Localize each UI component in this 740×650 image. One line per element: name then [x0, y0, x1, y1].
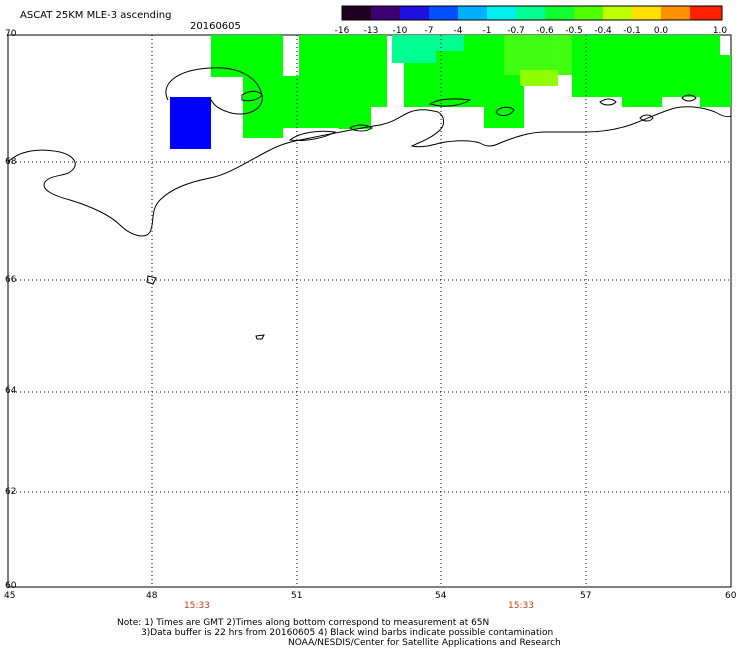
island-1: [146, 275, 157, 285]
lon-label-57: 57: [580, 591, 592, 601]
data-cell: [243, 35, 283, 138]
data-cell: [436, 35, 464, 51]
lon-label-45: 45: [4, 591, 16, 601]
colorbar-seg: [487, 6, 516, 20]
colorbar-seg: [603, 6, 632, 20]
colorbar-seg: [574, 6, 603, 20]
data-cell: [170, 97, 211, 149]
colorbar-label: -13: [363, 26, 379, 36]
grid-lines: [8, 35, 731, 587]
colorbar-seg: [429, 6, 458, 20]
bay-shore: [241, 90, 263, 102]
data-cell: [572, 35, 622, 97]
colorbar-label: 0.0: [653, 26, 669, 36]
island-3: [428, 98, 472, 107]
colorbar-seg: [458, 6, 487, 20]
note-line-3: NOAA/NESDIS/Center for Satellite Applica…: [288, 638, 561, 648]
lat-label-66: 66: [5, 275, 17, 285]
colorbar-seg: [400, 6, 429, 20]
lat-label-68: 68: [5, 157, 17, 167]
map-date: 20160605: [190, 21, 241, 32]
colorbar-seg: [371, 6, 400, 20]
lon-label-54: 54: [435, 591, 447, 601]
colorbar-label: -0.4: [594, 26, 612, 36]
colorbar-label: -16: [334, 26, 350, 36]
small-bay: [288, 130, 337, 141]
data-cell: [622, 35, 662, 107]
colorbar-label: -7: [424, 26, 434, 36]
wind-data-swath: [170, 35, 731, 149]
colorbar-label: -10: [392, 26, 408, 36]
lon-label-60: 60: [725, 591, 737, 601]
data-cell: [339, 35, 387, 107]
map-title: ASCAT 25KM MLE-3 ascending: [20, 10, 172, 21]
island-5: [599, 98, 617, 106]
island-7: [681, 94, 697, 102]
colorbar-seg: [690, 6, 722, 20]
colorbar-label: 1.0: [712, 26, 728, 36]
colorbar-seg: [632, 6, 661, 20]
lat-label-60: 60: [5, 581, 17, 591]
data-cell: [339, 107, 371, 129]
note-line-2: 3)Data buffer is 22 hrs from 20160605 4)…: [141, 628, 554, 638]
data-cell: [504, 35, 572, 75]
data-cell: [211, 35, 243, 77]
data-cell: [283, 76, 299, 128]
colorbar-label: -0.6: [536, 26, 554, 36]
lat-label-64: 64: [5, 386, 17, 396]
colorbar-label: -4: [453, 26, 463, 36]
colorbar-seg: [516, 6, 545, 20]
pass-time: 15:33: [184, 601, 210, 611]
data-cell: [520, 70, 558, 86]
island-4: [495, 106, 515, 117]
colorbar-seg: [661, 6, 690, 20]
island-6: [639, 114, 654, 122]
lon-label-51: 51: [291, 591, 303, 601]
lat-label-62: 62: [5, 487, 17, 497]
colorbar: [341, 5, 723, 21]
colorbar-seg: [342, 6, 371, 20]
data-cell: [700, 55, 731, 107]
lon-label-48: 48: [146, 591, 158, 601]
colorbar-label: -1: [482, 26, 492, 36]
colorbar-seg: [545, 6, 574, 20]
mainland-coast: [7, 106, 732, 237]
island-8: [349, 124, 373, 132]
colorbar-label: -0.7: [507, 26, 525, 36]
colorbar-label: -0.5: [565, 26, 583, 36]
colorbar-label: -0.1: [623, 26, 641, 36]
colorbar-frame: [341, 5, 723, 21]
note-line-1: Note: 1) Times are GMT 2)Times along bot…: [117, 618, 490, 628]
island-2: [255, 334, 265, 340]
data-cell: [392, 35, 436, 63]
lat-label-70: 70: [5, 29, 17, 39]
pass-time: 15:33: [508, 601, 534, 611]
coastline: [7, 67, 732, 340]
data-cell: [299, 35, 339, 128]
